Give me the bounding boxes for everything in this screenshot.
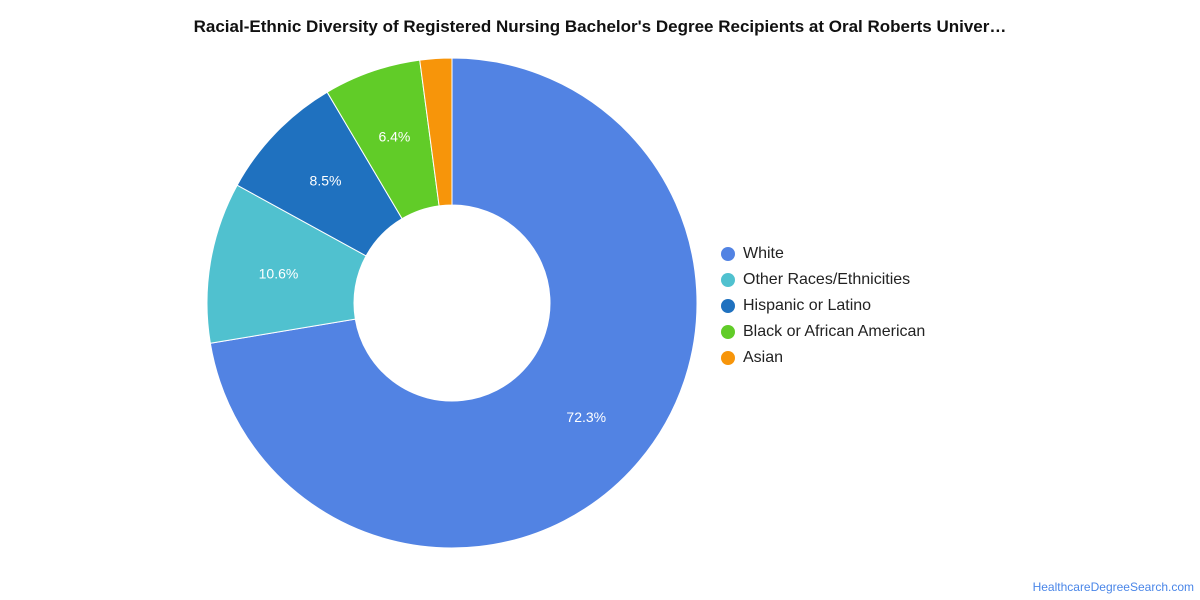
source-link[interactable]: HealthcareDegreeSearch.com [1032, 580, 1194, 594]
legend-swatch [721, 247, 735, 261]
slice-label: 6.4% [378, 129, 410, 145]
slice-white[interactable] [209, 57, 698, 549]
legend-swatch [721, 351, 735, 365]
legend-label: Black or African American [743, 323, 926, 340]
legend-item[interactable]: White [721, 241, 925, 267]
legend-label: White [743, 245, 784, 262]
slice-label: 8.5% [310, 173, 342, 189]
legend-label: Hispanic or Latino [743, 297, 872, 314]
slice-other-races-ethnicities[interactable] [206, 184, 367, 344]
legend-item[interactable]: Other Races/Ethnicities [721, 267, 925, 293]
legend-swatch [721, 325, 735, 339]
slice-label: 10.6% [259, 266, 299, 282]
chart-title: Racial-Ethnic Diversity of Registered Nu… [193, 17, 1007, 36]
chart-legend: White Other Races/Ethnicities Hispanic or … [721, 241, 925, 371]
legend-item[interactable]: Black or African American [721, 319, 925, 345]
legend-item[interactable]: Hispanic or Latino [721, 293, 925, 319]
legend-item[interactable]: Asian [721, 345, 925, 371]
legend-swatch [721, 299, 735, 313]
slice-asian[interactable] [419, 57, 453, 207]
slice-label: 72.3% [566, 409, 606, 425]
legend-label: Other Races/Ethnicities [743, 271, 911, 288]
legend-label: Asian [743, 349, 784, 366]
legend-swatch [721, 273, 735, 287]
